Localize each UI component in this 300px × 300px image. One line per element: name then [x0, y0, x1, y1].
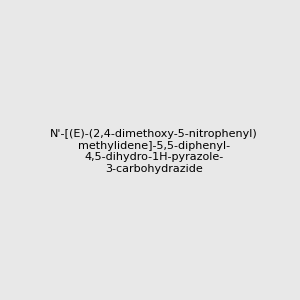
- Text: N'-[(E)-(2,4-dimethoxy-5-nitrophenyl)
methylidene]-5,5-diphenyl-
4,5-dihydro-1H-: N'-[(E)-(2,4-dimethoxy-5-nitrophenyl) me…: [50, 129, 258, 174]
